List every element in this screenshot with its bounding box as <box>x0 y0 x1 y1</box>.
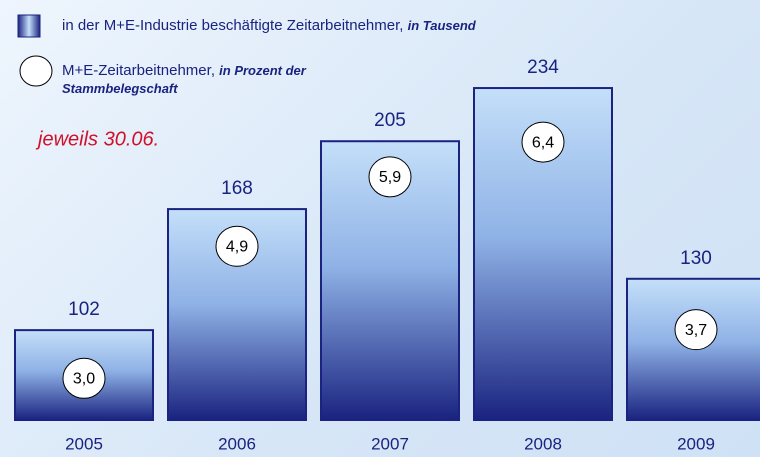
legend-entry: M+E-Zeitarbeitnehmer, in Prozent der Sta… <box>62 62 392 98</box>
value-label: 102 <box>68 299 100 320</box>
percent-circle <box>521 121 565 163</box>
legend-unit: in Prozent der Stammbelegschaft <box>62 63 306 96</box>
percent-circle <box>62 357 106 399</box>
legend-entry: in der M+E-Industrie beschäftigte Zeitar… <box>62 17 476 35</box>
percent-label: 4,9 <box>226 239 248 256</box>
legend-swatch-circle <box>19 55 53 87</box>
value-label: 205 <box>374 110 406 131</box>
percent-label: 3,7 <box>685 322 707 339</box>
legend-label: in der M+E-Industrie beschäftigte Zeitar… <box>62 17 404 34</box>
value-label: 168 <box>221 178 253 199</box>
x-tick-label: 2008 <box>524 434 562 453</box>
percent-circle <box>674 309 718 351</box>
x-tick-label: 2009 <box>677 434 715 453</box>
percent-label: 5,9 <box>379 169 401 186</box>
legend-unit: in Tausend <box>407 18 476 33</box>
percent-label: 6,4 <box>532 134 554 151</box>
legend-label: M+E-Zeitarbeitnehmer, <box>62 62 215 79</box>
x-tick-label: 2007 <box>371 434 409 453</box>
percent-label: 3,0 <box>73 371 95 388</box>
legend-swatch-bar <box>17 14 41 38</box>
annotation: jeweils 30.06. <box>35 128 159 150</box>
percent-circle <box>215 225 259 267</box>
x-tick-label: 2006 <box>218 434 256 453</box>
percent-circle <box>368 156 412 198</box>
x-tick-label: 2005 <box>65 434 103 453</box>
value-label: 234 <box>527 57 559 78</box>
value-label: 130 <box>680 248 712 269</box>
